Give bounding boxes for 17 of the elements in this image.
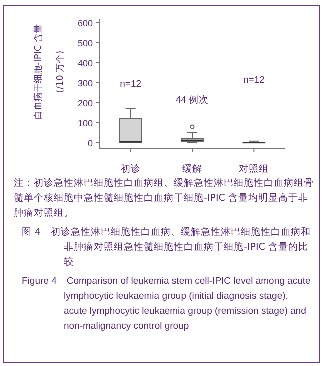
text: 白血病干细胞-IPIC 含量 (/10 万个) <box>34 24 66 120</box>
y-tick-label: 0 <box>88 138 93 148</box>
annotation: 44 例次 <box>176 95 210 106</box>
caption: Figure 4 Comparison of leukemia stem cell-IPIC level among acute lymphocytic leukaemia group (initial diagnosis stage), acute lymphocytic leukaemia group (remission stage) and non-malignancy control group <box>21 275 312 334</box>
x-tick-label: 缓解 <box>182 163 202 175</box>
y-tick-label: 600 <box>78 18 93 28</box>
y-tick-label: 300 <box>78 78 93 88</box>
y-tick-label: 500 <box>78 38 93 48</box>
y-tick-label: 400 <box>78 58 93 68</box>
annotation: n=12 <box>120 79 142 90</box>
y-tick-label: 200 <box>78 98 93 108</box>
annotation: n=12 <box>243 75 265 86</box>
text: 注：初诊急性淋巴细胞性白血病组、缓解急性淋巴细胞性白血病组骨髓单个核细胞中急性髓细胞性白血病干细胞-IPIC 含量均明显高于非肿瘤对照组。 <box>14 177 314 221</box>
x-tick-label: 初诊 <box>120 163 141 175</box>
caption: 图 4 初诊急性淋巴细胞性白血病、缓解急性淋巴细胞性白血病和非肿瘤对照组急性髓细胞性白血病干细胞-IPIC 含量的比较 <box>21 226 312 270</box>
x-tick-label: 对照组 <box>239 163 270 175</box>
y-tick-label: 100 <box>78 118 93 128</box>
